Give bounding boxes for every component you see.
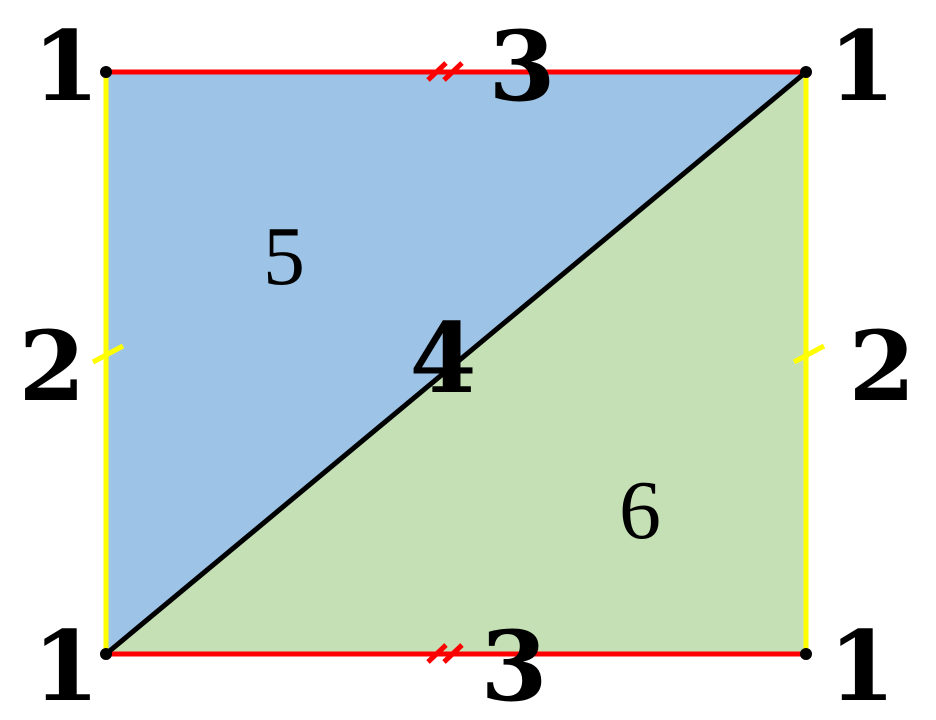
- vertex-dot-top-right: [800, 66, 812, 78]
- edge-label-bottom: 3: [481, 610, 548, 720]
- face-label-upper: 5: [263, 210, 305, 303]
- edge-label-left: 2: [19, 310, 86, 423]
- vertex-dot-bottom-right: [800, 648, 812, 660]
- edge-diagonal: [104, 70, 808, 656]
- vertex-label-bottom-right: 1: [829, 610, 896, 720]
- single-tick-mark-left: [91, 343, 125, 365]
- edge-label-right: 2: [849, 310, 916, 423]
- vertex-label-top-left: 1: [33, 10, 100, 123]
- double-tick-mark-bottom: [426, 643, 464, 664]
- vertex-label-bottom-left: 1: [33, 610, 100, 720]
- edge-label-diagonal: 4: [410, 302, 477, 415]
- vertex-label-top-right: 1: [829, 10, 896, 123]
- face-label-lower: 6: [619, 464, 661, 557]
- vertex-dot-top-left: [100, 66, 112, 78]
- double-tick-mark-top: [426, 61, 464, 82]
- vertex-dot-bottom-left: [100, 648, 112, 660]
- single-tick-mark-right: [792, 343, 826, 365]
- edge-label-top: 3: [489, 10, 556, 123]
